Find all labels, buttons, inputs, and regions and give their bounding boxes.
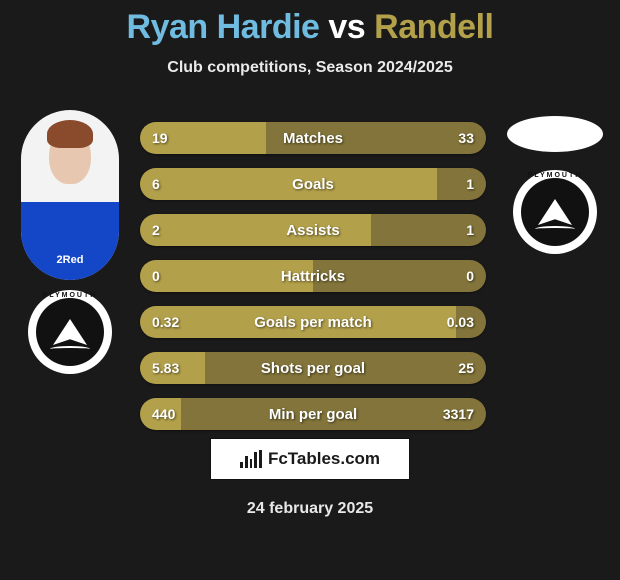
stat-row: Goals per match0.320.03 [140, 306, 486, 338]
player-a-name: Ryan Hardie [127, 8, 320, 46]
subtitle: Club competitions, Season 2024/2025 [0, 59, 620, 77]
bars-icon [240, 450, 262, 468]
vs-separator: vs [319, 8, 374, 46]
stat-row: Assists21 [140, 214, 486, 246]
stat-row: Min per goal4403317 [140, 398, 486, 430]
brand-box: FcTables.com [210, 438, 410, 480]
badge-inner [36, 298, 104, 366]
right-column: PLYMOUTH [500, 110, 610, 262]
left-column: 2Red PLYMOUTH [10, 110, 130, 382]
player-a-club-badge: PLYMOUTH [28, 290, 112, 374]
date-text: 24 february 2025 [0, 500, 620, 518]
page-title: Ryan Hardie vs Randell [0, 0, 620, 47]
stat-row: Hattricks00 [140, 260, 486, 292]
wave-icon [535, 226, 575, 232]
stat-row: Matches1933 [140, 122, 486, 154]
player-b-name: Randell [374, 8, 493, 46]
wave-icon [50, 346, 90, 352]
hair [47, 120, 93, 148]
jersey [21, 202, 119, 280]
player-a-portrait: 2Red [21, 110, 119, 280]
sponsor-text: 2Red [21, 254, 119, 266]
player-b-portrait-placeholder [507, 116, 603, 152]
sail-icon [53, 319, 87, 345]
brand-text: FcTables.com [268, 449, 380, 469]
stat-row: Goals61 [140, 168, 486, 200]
sail-icon [538, 199, 572, 225]
stats-container: Matches1933 Goals61 Assists21 Hattricks00 Go… [140, 122, 486, 444]
badge-inner [521, 178, 589, 246]
stat-row: Shots per goal5.8325 [140, 352, 486, 384]
player-b-club-badge: PLYMOUTH [513, 170, 597, 254]
